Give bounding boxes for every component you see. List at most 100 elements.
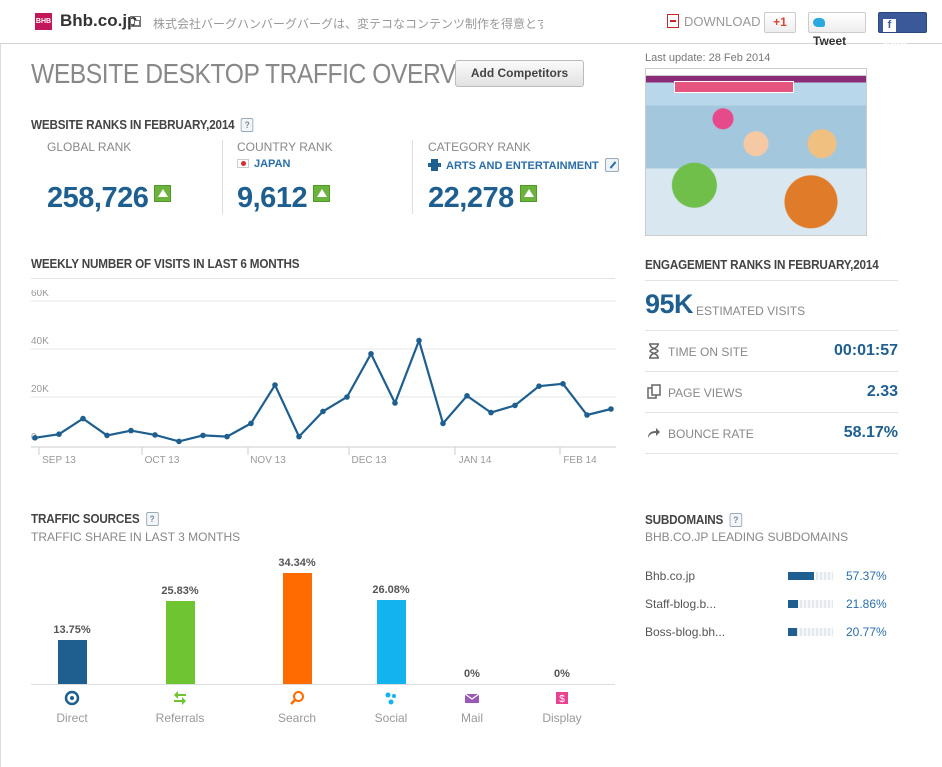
like-label: Like (883, 34, 908, 48)
data-point (152, 432, 158, 438)
source-label-display[interactable]: Display (542, 711, 582, 725)
data-point (176, 438, 182, 445)
estimated-visits-value: 95K (645, 289, 694, 319)
facebook-icon: f (883, 19, 896, 32)
subdomain-name[interactable]: Staff-blog.b... (645, 597, 717, 611)
engagement-title: ENGAGEMENT RANKS IN FEBRUARY,2014 (645, 257, 879, 272)
bar-pct-mail: 0% (464, 668, 480, 680)
time-on-site-label: TIME ON SITE (668, 345, 749, 359)
data-point (368, 351, 374, 357)
source-label-search[interactable]: Search (277, 711, 317, 725)
subdomain-pct: 21.86% (846, 597, 887, 611)
tweet-button[interactable]: Tweet (808, 12, 866, 48)
source-label-social[interactable]: Social (374, 711, 408, 725)
gplus-label: +1 (773, 15, 787, 29)
x-tick-label: SEP 13 (42, 455, 76, 466)
hourglass-icon (649, 343, 659, 359)
help-icon[interactable]: ? (240, 118, 254, 132)
people-icon[interactable] (383, 690, 399, 706)
data-point (416, 337, 422, 344)
subdomain-bar-fill (788, 572, 814, 580)
country-rank-label: COUNTRY RANK (237, 140, 333, 154)
bounce-rate-row: BOUNCE RATE 58.17% (645, 413, 898, 454)
subdomain-bar-track (788, 572, 833, 580)
bounce-arrow-icon (648, 428, 660, 438)
data-point (104, 432, 110, 439)
data-point (248, 420, 254, 427)
category-rank-label: CATEGORY RANK (428, 140, 531, 154)
bar-pct-search: 34.34% (278, 557, 316, 569)
help-icon[interactable]: ? (729, 513, 743, 527)
x-tick-label: OCT 13 (145, 455, 180, 466)
japan-flag-icon (237, 159, 249, 168)
category-rank-number: 22,278 (428, 182, 514, 214)
page-views-value: 2.33 (866, 383, 898, 400)
target-icon[interactable] (64, 690, 80, 706)
external-link-icon[interactable] (130, 16, 141, 27)
bar-referrals[interactable] (166, 600, 195, 684)
subdomain-bar-fill (788, 600, 798, 608)
data-point (80, 415, 86, 422)
global-rank-label: GLOBAL RANK (47, 140, 132, 154)
rank-divider (412, 140, 413, 214)
page-views-label: PAGE VIEWS (668, 386, 743, 400)
site-description: 株式会社バーグハンバーグバーグは、変テコなコンテンツ制作を得意とす… (153, 17, 543, 31)
category-name-text: ARTS AND ENTERTAINMENT (446, 160, 599, 172)
dollar-icon[interactable]: $ (554, 690, 570, 706)
category-name[interactable]: ARTS AND ENTERTAINMENT (428, 158, 619, 172)
data-point (608, 406, 614, 412)
subdomains-subtitle: BHB.CO.JP LEADING SUBDOMAINS (645, 530, 849, 544)
facebook-like-button[interactable]: f Like (878, 12, 927, 48)
bar-pct-referrals: 25.83% (161, 584, 199, 597)
category-rank-value: 22,278 (428, 182, 537, 215)
twitter-bird-icon (813, 18, 825, 27)
add-competitors-button[interactable]: Add Competitors (455, 60, 584, 87)
y-tick-label: 60K (31, 290, 49, 299)
subdomain-name[interactable]: Boss-blog.bh... (645, 625, 726, 639)
data-point (296, 433, 302, 440)
download-button[interactable]: DOWNLOAD (667, 14, 761, 29)
left-border (0, 44, 1, 767)
subdomain-bar-fill (788, 628, 798, 636)
subdomain-name[interactable]: Bhb.co.jp (645, 569, 696, 583)
data-point (344, 394, 350, 400)
site-thumbnail[interactable] (645, 68, 867, 236)
subdomain-bar-track (788, 628, 833, 636)
download-label: DOWNLOAD (684, 14, 761, 29)
rank-divider (222, 140, 223, 214)
section-divider (645, 280, 898, 281)
up-arrow-icon (154, 185, 172, 202)
source-label-direct[interactable]: Direct (56, 711, 88, 725)
bar-social[interactable] (377, 599, 406, 684)
film-icon (428, 159, 441, 171)
country-name[interactable]: JAPAN (237, 158, 333, 172)
google-plus-button[interactable]: +1 (764, 12, 796, 33)
y-tick-label: 20K (31, 384, 49, 395)
x-tick-label: NOV 13 (250, 455, 286, 466)
data-point (320, 408, 326, 415)
bar-search[interactable] (283, 573, 312, 684)
site-name[interactable]: Bhb.co.jp (60, 11, 138, 30)
data-point (128, 427, 134, 434)
data-point (392, 400, 398, 406)
bar-pct-social: 26.08% (372, 583, 410, 596)
source-label-mail[interactable]: Mail (460, 711, 483, 725)
bar-pct-direct: 13.75% (53, 623, 91, 636)
subdomain-pct: 57.37% (846, 569, 887, 583)
bar-direct[interactable] (58, 639, 87, 684)
time-on-site-row: TIME ON SITE 00:01:57 (645, 331, 898, 372)
up-arrow-icon (313, 185, 331, 202)
arrows-icon[interactable] (172, 690, 188, 706)
envelope-icon[interactable] (464, 690, 480, 706)
source-label-referrals[interactable]: Referrals (155, 711, 205, 725)
data-point (560, 381, 566, 387)
global-rank-number: 258,726 (47, 182, 149, 214)
help-icon[interactable]: ? (145, 512, 159, 526)
section-divider (31, 278, 615, 279)
x-tick-label: FEB 14 (563, 455, 597, 466)
edit-icon[interactable] (604, 158, 619, 172)
country-rank-number: 9,612 (237, 182, 308, 214)
site-logo: BHB (35, 13, 52, 30)
subdomains-title: SUBDOMAINS? (645, 512, 743, 527)
magnifier-icon[interactable] (289, 690, 305, 706)
